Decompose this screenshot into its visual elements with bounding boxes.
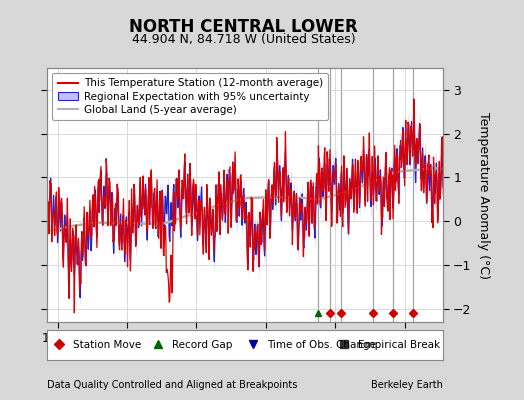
Text: 44.904 N, 84.718 W (United States): 44.904 N, 84.718 W (United States) xyxy=(132,33,355,46)
Legend: This Temperature Station (12-month average), Regional Expectation with 95% uncer: This Temperature Station (12-month avera… xyxy=(52,73,328,120)
Text: Data Quality Controlled and Aligned at Breakpoints: Data Quality Controlled and Aligned at B… xyxy=(47,380,298,390)
Text: Empirical Break: Empirical Break xyxy=(358,340,440,350)
Text: Time of Obs. Change: Time of Obs. Change xyxy=(267,340,376,350)
Text: Station Move: Station Move xyxy=(73,340,141,350)
Text: NORTH CENTRAL LOWER: NORTH CENTRAL LOWER xyxy=(129,18,358,36)
Y-axis label: Temperature Anomaly (°C): Temperature Anomaly (°C) xyxy=(477,112,490,278)
Text: Record Gap: Record Gap xyxy=(172,340,232,350)
Text: Berkeley Earth: Berkeley Earth xyxy=(371,380,443,390)
